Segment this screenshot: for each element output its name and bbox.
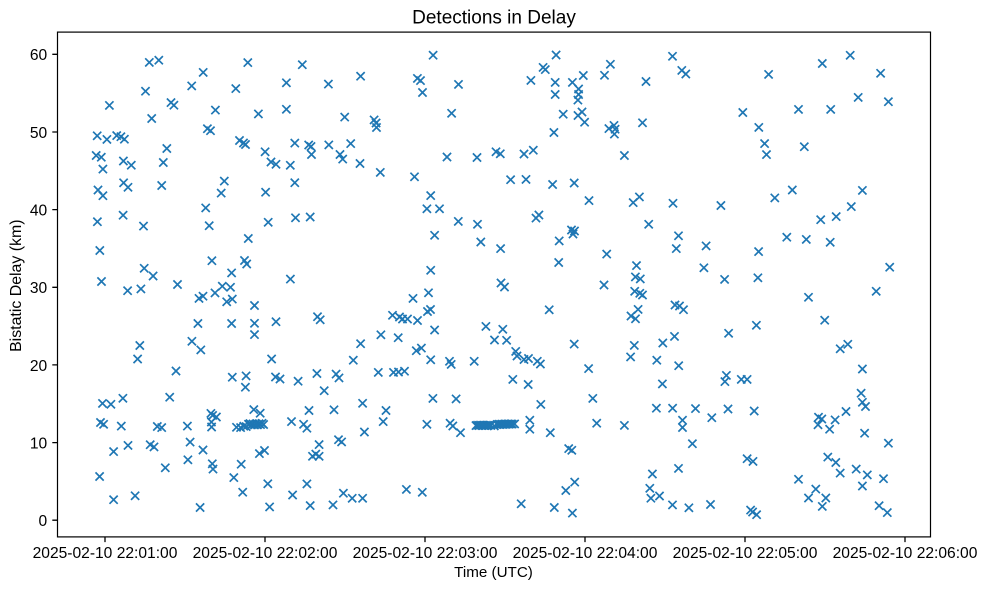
svg-text:2025-02-10 22:03:00: 2025-02-10 22:03:00 xyxy=(353,545,498,562)
svg-text:Time (UTC): Time (UTC) xyxy=(454,564,533,581)
svg-text:50: 50 xyxy=(30,125,48,142)
svg-text:2025-02-10 22:04:00: 2025-02-10 22:04:00 xyxy=(513,545,658,562)
svg-text:Detections in Delay: Detections in Delay xyxy=(412,8,576,29)
svg-text:2025-02-10 22:05:00: 2025-02-10 22:05:00 xyxy=(673,545,818,562)
svg-text:40: 40 xyxy=(30,203,48,220)
svg-text:2025-02-10 22:01:00: 2025-02-10 22:01:00 xyxy=(33,545,178,562)
svg-text:2025-02-10 22:02:00: 2025-02-10 22:02:00 xyxy=(193,545,338,562)
svg-text:10: 10 xyxy=(30,436,48,453)
svg-text:Bistatic Delay (km): Bistatic Delay (km) xyxy=(8,219,25,351)
svg-text:30: 30 xyxy=(30,280,48,297)
svg-text:0: 0 xyxy=(39,513,48,530)
svg-text:2025-02-10 22:06:00: 2025-02-10 22:06:00 xyxy=(833,545,978,562)
svg-text:60: 60 xyxy=(30,47,48,64)
svg-text:20: 20 xyxy=(30,358,48,375)
